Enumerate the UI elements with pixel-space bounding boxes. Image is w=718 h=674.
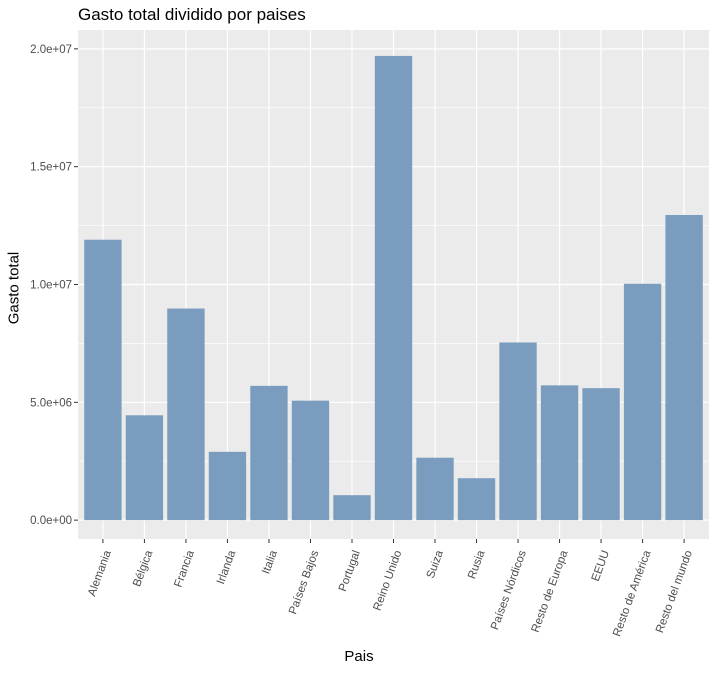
x-tick-label: Reino Unido [371, 549, 404, 613]
bar-resto-de-europa [540, 385, 579, 521]
x-tick-label: Países Bajos [287, 549, 321, 616]
bar-bélgica [125, 415, 164, 521]
x-tick-label: Resto de Europa [530, 548, 571, 634]
x-tick-label: Portugal [337, 549, 363, 593]
x-axis-label: Pais [344, 648, 374, 665]
x-axis: Alemania Bélgica Francia Irlanda Italia Paíse… [86, 539, 695, 638]
bar-irlanda [208, 451, 247, 521]
x-tick-label: EEUU [590, 549, 612, 583]
bar-portugal [333, 495, 371, 521]
bar-países-bajos [291, 400, 330, 521]
x-tick-label: Resto de América [611, 548, 654, 638]
y-tick-label: 2.0e+07 [30, 44, 72, 56]
y-tick-label: 1.5e+07 [30, 162, 72, 174]
x-tick-label: Rusia [466, 548, 488, 580]
y-tick-label: 1.0e+07 [30, 280, 72, 292]
x-tick-label: Irlanda [215, 548, 239, 586]
bars [84, 55, 703, 521]
bar-francia [167, 308, 205, 521]
bar-alemania [84, 239, 122, 521]
bar-rusia [457, 478, 496, 521]
x-tick-label: Italia [260, 548, 280, 575]
x-tick-label: Bélgica [131, 548, 155, 588]
y-axis-label: Gasto total [5, 251, 23, 325]
bar-resto-de-américa [623, 283, 662, 521]
x-tick-label: Resto del mundo [654, 549, 695, 635]
y-tick-label: 5.0e+06 [30, 397, 72, 409]
bar-suiza [416, 457, 454, 521]
x-tick-label: Alemania [86, 548, 114, 598]
chart-title: Gasto total dividido por paises [78, 5, 306, 24]
x-tick-label: Países Nórdicos [489, 549, 529, 632]
bar-reino-unido [374, 55, 413, 521]
y-axis: 0.0e+00 5.0e+06 1.0e+07 1.5e+07 2.0e+07 [30, 44, 78, 527]
bar-italia [250, 385, 288, 521]
x-tick-label: Francia [172, 548, 197, 589]
bar-países-nórdicos [499, 342, 537, 521]
x-tick-label: Suiza [425, 548, 446, 580]
bar-eeuu [582, 388, 620, 521]
y-tick-label: 0.0e+00 [30, 515, 72, 527]
bar-resto-del-mundo [665, 214, 703, 521]
